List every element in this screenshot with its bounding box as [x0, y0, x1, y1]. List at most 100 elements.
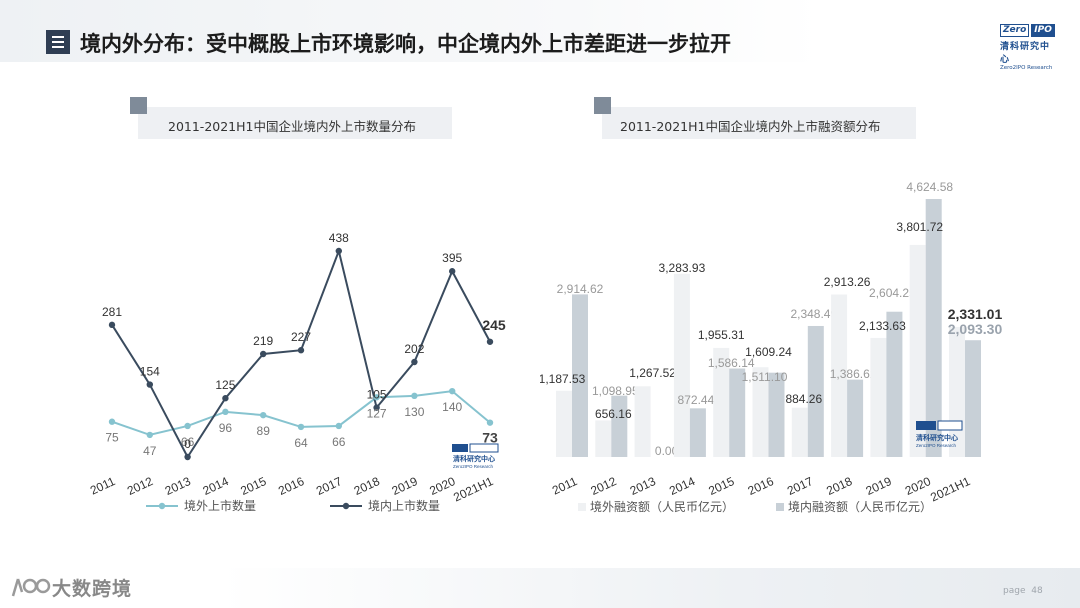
data-point-domestic [260, 350, 267, 358]
bar-domestic [886, 311, 903, 457]
legend-label-overseas: 境外融资额（人民币亿元） [590, 499, 734, 514]
x-tick-label: 2012 [125, 474, 155, 498]
legend-label-domestic: 境内上市数量 [368, 498, 440, 513]
bar-label-overseas: 2,331.01 [948, 306, 1003, 322]
bar-overseas [752, 367, 769, 457]
watermark-logo-icon [452, 444, 468, 452]
watermark-logo-icon [937, 420, 963, 431]
data-point-overseas [335, 422, 342, 430]
bar-overseas [870, 337, 887, 457]
legend-marker-overseas [158, 502, 166, 510]
menu-icon [46, 30, 70, 54]
x-tick-label: 2014 [201, 474, 231, 498]
data-point-overseas [146, 431, 153, 439]
x-tick-label: 2017 [785, 474, 815, 498]
data-label-domestic: 395 [442, 251, 462, 265]
bar-overseas [595, 420, 612, 457]
data-label-domestic: 245 [482, 317, 506, 333]
watermark-logo-icon [916, 421, 936, 430]
data-label-overseas: 140 [442, 400, 462, 414]
bar-label-domestic: 1,386.62 [830, 367, 877, 381]
watermark-logo-text: Zero2IPO Research [916, 443, 957, 448]
footer: 大数跨境 page 48 [0, 568, 1080, 608]
watermark-logo-text: 清科研究中心 [453, 454, 495, 463]
legend-swatch-domestic [776, 503, 784, 511]
data-point-overseas [411, 392, 418, 400]
bar-label-overseas: 2,133.63 [859, 319, 906, 333]
bar-domestic [847, 379, 864, 457]
data-label-domestic: 202 [404, 342, 424, 356]
data-point-domestic [373, 404, 380, 411]
right-chart-title: 2011-2021H1中国企业境内外上市融资额分布 [620, 119, 881, 134]
legend-marker-domestic [342, 502, 350, 510]
data-point-overseas [260, 411, 267, 419]
brand-logo-icon [11, 578, 51, 597]
bar-label-domestic: 872.44 [678, 393, 715, 407]
bar-overseas [673, 273, 690, 457]
x-tick-label: 2017 [314, 474, 344, 498]
bar-label-domestic: 1,098.95 [592, 384, 639, 398]
bar-label-domestic: 2,604.25 [869, 286, 916, 300]
data-label-domestic: 219 [253, 334, 273, 348]
data-label-overseas: 127 [367, 406, 387, 420]
x-tick-label: 2018 [352, 474, 382, 498]
header-square-icon [130, 97, 147, 114]
bar-domestic [572, 294, 588, 457]
bar-label-overseas: 1,187.53 [540, 372, 586, 386]
legend-label-domestic: 境内融资额（人民币亿元） [788, 499, 932, 514]
x-tick-label: 2011 [550, 474, 580, 498]
data-label-overseas: 75 [105, 431, 119, 445]
bar-overseas [634, 386, 651, 457]
bar-label-domestic: 2,914.62 [557, 282, 604, 296]
bar-label-overseas: 656.16 [595, 407, 632, 421]
page-title: 境内外分布：受中概股上市环境影响，中企境内外上市差距进一步拉开 [80, 32, 731, 56]
bar-overseas [831, 294, 848, 457]
bar-chart: 1,187.53 2,914.62 2011 656.16 1,098.95 2012 1,… [540, 180, 1003, 514]
data-label-overseas: 64 [294, 436, 308, 450]
data-label-domestic: 227 [291, 330, 311, 344]
data-label-overseas: 130 [404, 405, 424, 419]
bar-label-domestic: 2,348.49 [790, 307, 837, 321]
bar-label-domestic: 0.00 [655, 444, 679, 458]
bar-label-overseas: 3,283.93 [659, 261, 706, 275]
left-chart-title: 2011-2021H1中国企业境内外上市数量分布 [168, 119, 416, 134]
data-label-domestic: 0 [184, 437, 191, 451]
header-square-icon [594, 97, 611, 114]
bar-domestic [965, 340, 981, 457]
x-tick-label: 2015 [706, 474, 736, 498]
data-point-domestic [297, 347, 305, 354]
data-label-overseas: 47 [143, 444, 157, 458]
x-tick-label: 2021H1 [928, 474, 972, 505]
data-point-overseas [373, 394, 380, 401]
data-point-overseas [486, 419, 494, 426]
data-point-overseas [449, 387, 456, 395]
bar-label-overseas: 884.26 [785, 392, 822, 406]
bar-domestic [768, 372, 785, 457]
x-tick-label: 2016 [746, 474, 776, 498]
data-point-domestic [411, 358, 418, 366]
line-chart: 2011 2012 2013 2014 2015 2016 2017 2018 2019 2020… [88, 231, 506, 513]
x-tick-label: 2013 [628, 474, 658, 498]
data-label-overseas: 89 [257, 424, 271, 438]
data-label-domestic: 125 [215, 378, 235, 392]
bar-label-domestic: 4,624.58 [906, 180, 953, 194]
data-point-domestic [146, 381, 153, 388]
title-background [0, 0, 820, 62]
bar-label-domestic: 1,511.10 [742, 370, 788, 384]
watermark-logo-icon [469, 443, 499, 453]
watermark-logo-text: 清科研究中心 [916, 433, 958, 442]
legend-swatch-overseas [578, 503, 586, 511]
bar-overseas [791, 407, 808, 457]
bar-label-domestic: 2,093.30 [948, 321, 1003, 337]
data-point-domestic [222, 395, 229, 402]
data-label-overseas: 66 [332, 435, 346, 449]
data-label-overseas: 96 [219, 421, 233, 435]
bar-domestic [925, 199, 942, 457]
watermark-logo-text: Zero2IPO Research [453, 464, 494, 469]
data-label-domestic: 105 [367, 388, 387, 402]
x-tick-label: 2019 [864, 474, 894, 498]
x-tick-label: 2012 [588, 474, 618, 498]
bar-domestic [689, 408, 706, 457]
right-chart-header: 2011-2021H1中国企业境内外上市融资额分布 [594, 97, 916, 139]
x-tick-label: 2011 [88, 474, 118, 498]
